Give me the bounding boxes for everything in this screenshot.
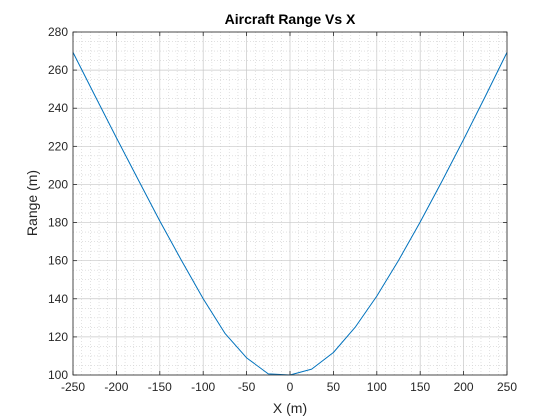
x-tick-label: 150 [410, 380, 430, 394]
x-tick-label: -250 [61, 380, 85, 394]
y-tick-label: 240 [48, 101, 68, 115]
x-axis-ticks: -250 -200 -150 -100 -50 0 50 100 150 200 250 [61, 32, 517, 394]
y-tick-label: 260 [48, 63, 68, 77]
y-axis-ticks: 100 120 140 160 180 200 220 240 260 280 [48, 25, 507, 382]
x-tick-label: 0 [287, 380, 294, 394]
y-tick-label: 220 [48, 139, 68, 153]
chart-title: Aircraft Range Vs X [225, 11, 356, 27]
x-tick-label: -200 [104, 380, 128, 394]
y-tick-label: 140 [48, 292, 68, 306]
y-tick-label: 180 [48, 216, 68, 230]
y-tick-label: 200 [48, 177, 68, 191]
x-tick-label: -100 [191, 380, 215, 394]
y-axis-label: Range (m) [24, 170, 40, 236]
y-tick-label: 280 [48, 25, 68, 39]
x-tick-label: 200 [454, 380, 474, 394]
x-tick-label: -50 [238, 380, 256, 394]
x-tick-label: 50 [327, 380, 341, 394]
y-tick-label: 100 [48, 368, 68, 382]
y-tick-label: 120 [48, 330, 68, 344]
x-tick-label: 250 [497, 380, 517, 394]
x-tick-label: 100 [367, 380, 387, 394]
x-axis-label: X (m) [273, 400, 307, 416]
y-tick-label: 160 [48, 254, 68, 268]
x-tick-label: -150 [148, 380, 172, 394]
